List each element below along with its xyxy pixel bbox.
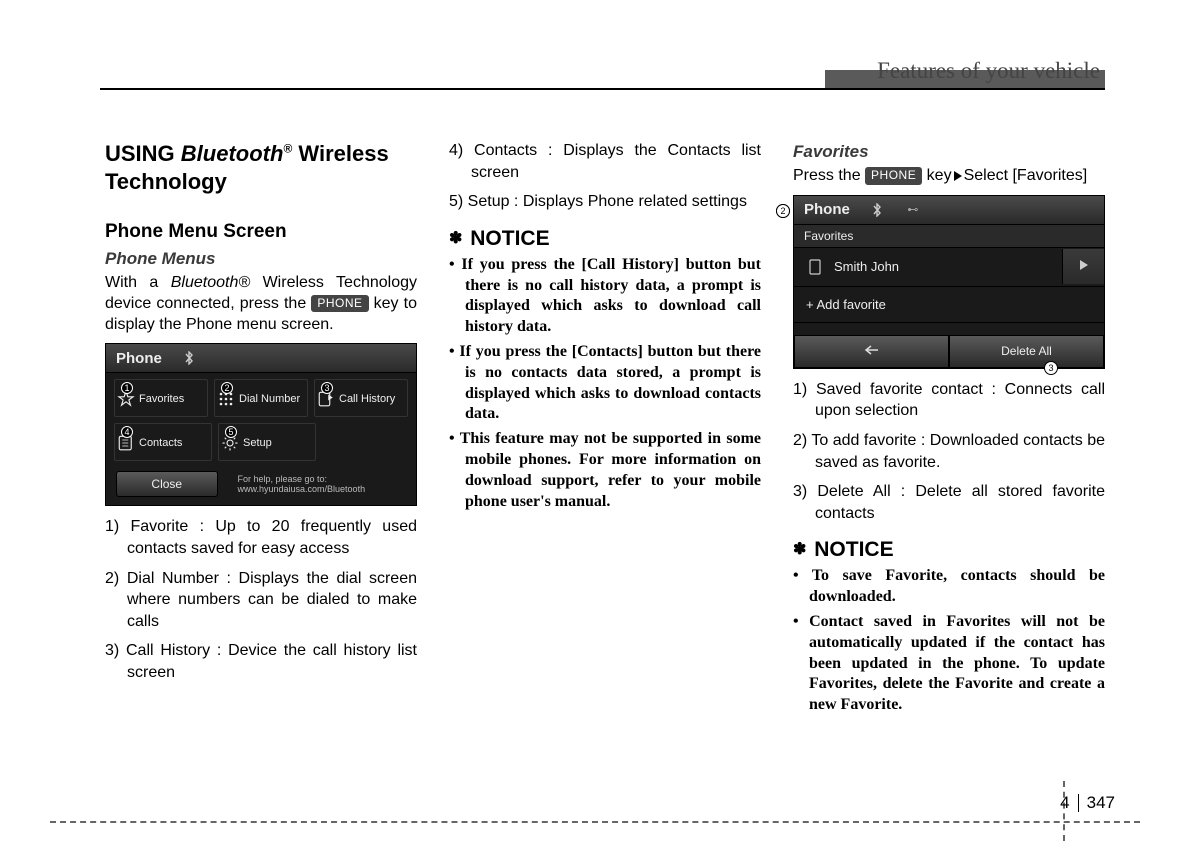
callout-3: 3: [1044, 361, 1058, 375]
notice1-li2: If you press the [Contacts] button but t…: [449, 342, 761, 425]
col1-list: 1) Favorite : Up to 20 frequently used c…: [105, 516, 417, 683]
fav-contact-name: Smith John: [834, 259, 899, 274]
label-setup: Setup: [243, 437, 272, 449]
col2-li-5: 5) Setup : Displays Phone related settin…: [449, 191, 761, 213]
press-a: Press the: [793, 167, 865, 184]
page-number: 4 347: [1060, 793, 1115, 813]
phone-grid-row2: 4 Contacts 5 Setup: [114, 423, 408, 461]
phone-fig-body: 1 Favorites 2 Dial Number 3 Call History: [106, 373, 416, 505]
help-line1: For help, please go to:: [238, 474, 407, 484]
phone-menu-figure: Phone 1 Favorites 2 Dial Number: [105, 343, 417, 506]
triangle-icon: [954, 171, 962, 181]
close-button: Close: [116, 471, 218, 497]
footer-rule: [50, 821, 1140, 823]
h1-part-a: USING: [105, 141, 181, 166]
phone-fig-bottom: Close For help, please go to: www.hyunda…: [114, 467, 408, 501]
col2-li-4: 4) Contacts : Displays the Contacts list…: [449, 140, 761, 183]
header-rule: [100, 88, 1105, 90]
mobile-icon: [806, 258, 824, 276]
cell-favorites: 1 Favorites: [114, 379, 208, 417]
col3-list: 1) Saved favorite contact : Connects cal…: [793, 379, 1105, 525]
subheading-phone-menus: Phone Menus: [105, 249, 417, 269]
fav-fig-header: Phone ⊷: [794, 196, 1104, 225]
asterisk-icon: ✽: [449, 230, 462, 247]
bluetooth-icon: [868, 201, 886, 219]
notice-h2-text: NOTICE: [814, 538, 893, 561]
cell-setup: 5 Setup: [218, 423, 316, 461]
fav-row-2: 2 + Add favorite: [794, 287, 1104, 323]
notice2-li1: To save Favorite, contacts should be dow…: [793, 566, 1105, 608]
column-3: Favorites Press the PHONE key Select [Fav…: [793, 140, 1105, 720]
phone-key-badge-2: PHONE: [865, 167, 922, 185]
column-1: USING Bluetooth® Wireless Technology Pho…: [105, 140, 417, 720]
fav-play-button: [1062, 249, 1104, 284]
label-contacts: Contacts: [139, 437, 182, 449]
favorites-figure: Phone ⊷ Favorites 1 Smith John 2 + Add f…: [793, 195, 1105, 369]
page-header-title: Features of your vehicle: [877, 58, 1100, 84]
help-text: For help, please go to: www.hyundaiusa.c…: [228, 474, 407, 494]
cell-dial: 2 Dial Number: [214, 379, 308, 417]
phone-fig-header: Phone: [106, 344, 416, 373]
asterisk-icon: ✽: [793, 541, 806, 558]
delete-all-button: Delete All: [949, 335, 1104, 368]
col1-li-1: 1) Favorite : Up to 20 frequently used c…: [105, 516, 417, 559]
usb-icon: ⊷: [904, 201, 922, 219]
h1-reg: ®: [283, 142, 292, 156]
intro-paragraph: With a Bluetooth® Wireless Technology de…: [105, 273, 417, 335]
cell-contacts: 4 Contacts: [114, 423, 212, 461]
label-dial: Dial Number: [239, 393, 300, 405]
press-c: Select [Favorites]: [964, 167, 1088, 184]
column-2: 4) Contacts : Displays the Contacts list…: [449, 140, 761, 720]
notice-heading-1: ✽ NOTICE: [449, 227, 761, 251]
phone-grid-row1: 1 Favorites 2 Dial Number 3 Call History: [114, 379, 408, 417]
intro-b: Bluetooth®: [171, 274, 250, 291]
content-columns: USING Bluetooth® Wireless Technology Pho…: [105, 140, 1105, 720]
notice1-li3: This feature may not be supported in som…: [449, 429, 761, 512]
back-button: [794, 335, 949, 368]
main-heading: USING Bluetooth® Wireless Technology: [105, 140, 417, 195]
callout-2: 2: [776, 204, 790, 218]
notice-heading-2: ✽ NOTICE: [793, 538, 1105, 562]
chapter-number: 4: [1060, 793, 1069, 813]
press-b: key: [922, 167, 951, 184]
subheading-favorites: Favorites: [793, 142, 1105, 162]
col1-li-3: 3) Call History : Device the call histor…: [105, 640, 417, 683]
fav-subtitle: Favorites: [794, 225, 1104, 248]
col3-li-1: 1) Saved favorite contact : Connects cal…: [793, 379, 1105, 422]
col3-li-2: 2) To add favorite : Downloaded contacts…: [793, 430, 1105, 473]
col3-li-3: 3) Delete All : Delete all stored favori…: [793, 481, 1105, 524]
fav-row-1: 1 Smith John: [794, 248, 1104, 287]
phone-fig-title: Phone: [116, 350, 162, 367]
col2-list: 4) Contacts : Displays the Contacts list…: [449, 140, 761, 213]
col1-li-2: 2) Dial Number : Displays the dial scree…: [105, 568, 417, 633]
bluetooth-icon: [180, 349, 198, 367]
page-number-value: 347: [1087, 793, 1115, 813]
favorites-instruction: Press the PHONE key Select [Favorites]: [793, 166, 1105, 187]
intro-a: With a: [105, 274, 171, 291]
phone-key-badge: PHONE: [311, 295, 368, 313]
h1-bluetooth: Bluetooth: [181, 141, 284, 166]
label-favorites: Favorites: [139, 393, 184, 405]
notice-list-2: To save Favorite, contacts should be dow…: [793, 566, 1105, 716]
notice-h1-text: NOTICE: [470, 227, 549, 250]
fav-bottom-buttons: Delete All: [794, 335, 1104, 368]
subheading-phone-menu: Phone Menu Screen: [105, 221, 417, 243]
notice-list-1: If you press the [Call History] button b…: [449, 255, 761, 513]
fav-add-favorite: + Add favorite: [794, 287, 1104, 322]
label-history: Call History: [339, 393, 395, 405]
pageno-separator: [1078, 794, 1079, 812]
notice2-li2: Contact saved in Favorites will not be a…: [793, 612, 1105, 716]
cell-history: 3 Call History: [314, 379, 408, 417]
fav-fig-title: Phone: [804, 201, 850, 218]
fav-row1-main: Smith John: [794, 248, 1062, 286]
notice1-li1: If you press the [Call History] button b…: [449, 255, 761, 338]
help-line2: www.hyundaiusa.com/Bluetooth: [238, 484, 407, 494]
